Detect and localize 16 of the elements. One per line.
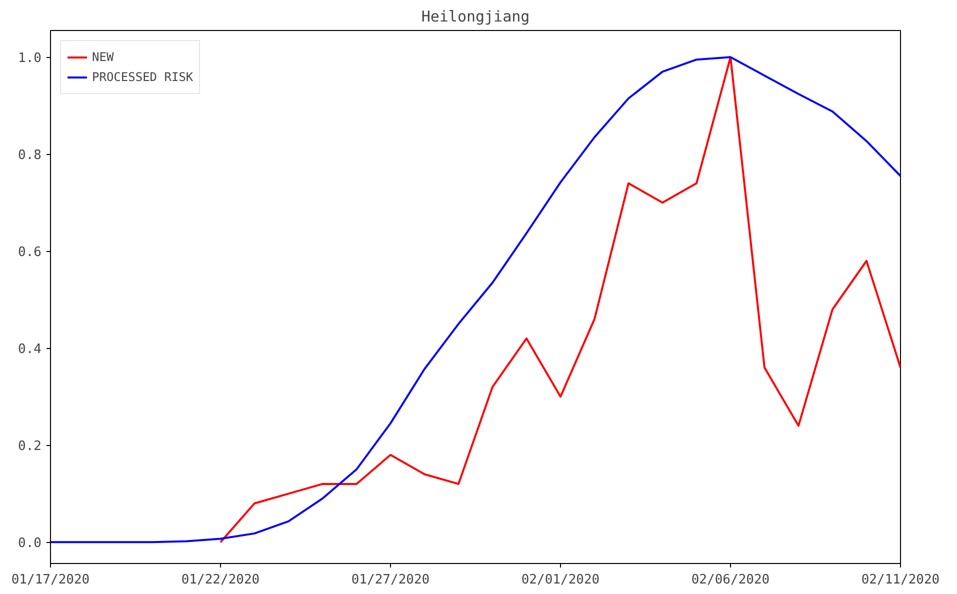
- y-tick-label: 0.2: [18, 439, 42, 454]
- y-tick-label: 0.0: [18, 536, 42, 552]
- y-tick-label: 0.6: [18, 245, 42, 260]
- y-tick-label: 0.4: [18, 342, 42, 358]
- legend-label: PROCESSED RISK: [92, 70, 194, 84]
- y-tick-label: 1.0: [18, 51, 42, 66]
- x-tick-label: 02/01/2020: [521, 572, 600, 588]
- chart-title: Heilongjiang: [421, 8, 530, 26]
- x-tick-label: 01/17/2020: [11, 572, 90, 588]
- x-tick-label: 01/27/2020: [351, 572, 430, 588]
- line-series: [220, 56, 900, 544]
- legend-label: NEW: [92, 50, 114, 64]
- x-tick-label: 02/11/2020: [861, 572, 940, 588]
- x-tick-label: 01/22/2020: [181, 572, 260, 588]
- y-tick-label: 0.8: [18, 148, 42, 164]
- x-tick-label: 02/06/2020: [691, 572, 770, 588]
